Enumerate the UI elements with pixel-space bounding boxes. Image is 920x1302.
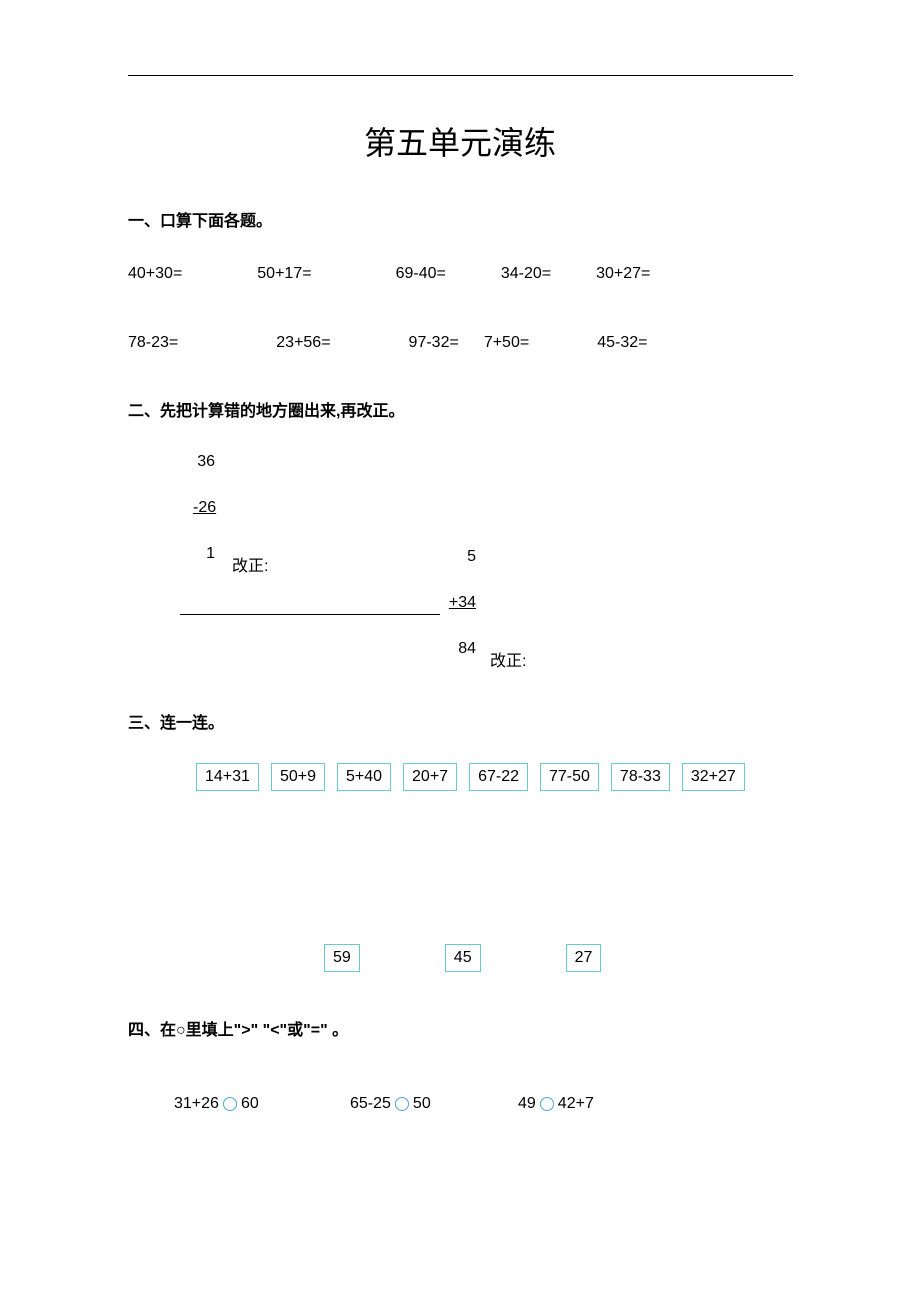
problem: 45-32=	[597, 334, 647, 352]
compare-item-2: 65-25 50	[350, 1095, 431, 1113]
vertical-problem-2: 5 +34 84	[438, 548, 476, 658]
compare-item-1: 31+26 60	[174, 1095, 259, 1113]
compare-left: 49	[518, 1095, 536, 1113]
compare-circle[interactable]	[223, 1097, 237, 1111]
correction-label-1: 改正:	[232, 552, 268, 576]
problem: 50+17=	[257, 265, 311, 283]
match-box: 59	[324, 944, 360, 972]
match-bottom-row: 59 45 27	[324, 944, 601, 972]
problem: 23+56=	[276, 334, 330, 352]
calc-num: 5	[438, 548, 476, 566]
vertical-problem-1: 36 -26 1	[193, 453, 215, 563]
compare-item-3: 49 42+7	[518, 1095, 594, 1113]
calc-num: 36	[193, 453, 215, 471]
section-2-heading: 二、先把计算错的地方圈出来,再改正。	[128, 397, 404, 421]
match-top-row: 14+31 50+9 5+40 20+7 67-22 77-50 78-33 3…	[196, 763, 745, 791]
compare-circle[interactable]	[395, 1097, 409, 1111]
match-box: 78-33	[611, 763, 670, 791]
match-box: 14+31	[196, 763, 259, 791]
match-box: 45	[445, 944, 481, 972]
section-1-heading: 一、口算下面各题。	[128, 207, 272, 231]
calc-num: -26	[193, 499, 215, 517]
match-box: 20+7	[403, 763, 457, 791]
compare-right: 60	[241, 1095, 259, 1113]
match-box: 67-22	[469, 763, 528, 791]
section-3-heading: 三、连一连。	[128, 709, 224, 733]
problem: 34-20=	[501, 265, 551, 283]
match-box: 27	[566, 944, 602, 972]
compare-left: 65-25	[350, 1095, 391, 1113]
page-title: 第五单元演练	[0, 118, 920, 164]
match-box: 50+9	[271, 763, 325, 791]
compare-left: 31+26	[174, 1095, 219, 1113]
mental-row-2: 78-23= 23+56= 97-32= 7+50= 45-32=	[128, 334, 647, 352]
mental-row-1: 40+30= 50+17= 69-40= 34-20= 30+27=	[128, 265, 650, 283]
match-box: 77-50	[540, 763, 599, 791]
problem: 7+50=	[484, 334, 529, 352]
section-4-heading: 四、在○里填上">" "<"或"=" 。	[128, 1016, 348, 1040]
compare-circle[interactable]	[540, 1097, 554, 1111]
correction-label-2: 改正:	[490, 647, 526, 671]
calc-result: 84	[438, 640, 476, 658]
match-box: 32+27	[682, 763, 745, 791]
problem: 69-40=	[396, 265, 446, 283]
compare-right: 50	[413, 1095, 431, 1113]
divider	[180, 614, 440, 615]
header-rule	[128, 75, 793, 76]
match-box: 5+40	[337, 763, 391, 791]
compare-right: 42+7	[558, 1095, 594, 1113]
calc-num: +34	[438, 594, 476, 612]
calc-result: 1	[193, 545, 215, 563]
problem: 40+30=	[128, 265, 182, 283]
problem: 97-32=	[409, 334, 459, 352]
problem: 30+27=	[596, 265, 650, 283]
problem: 78-23=	[128, 334, 178, 352]
